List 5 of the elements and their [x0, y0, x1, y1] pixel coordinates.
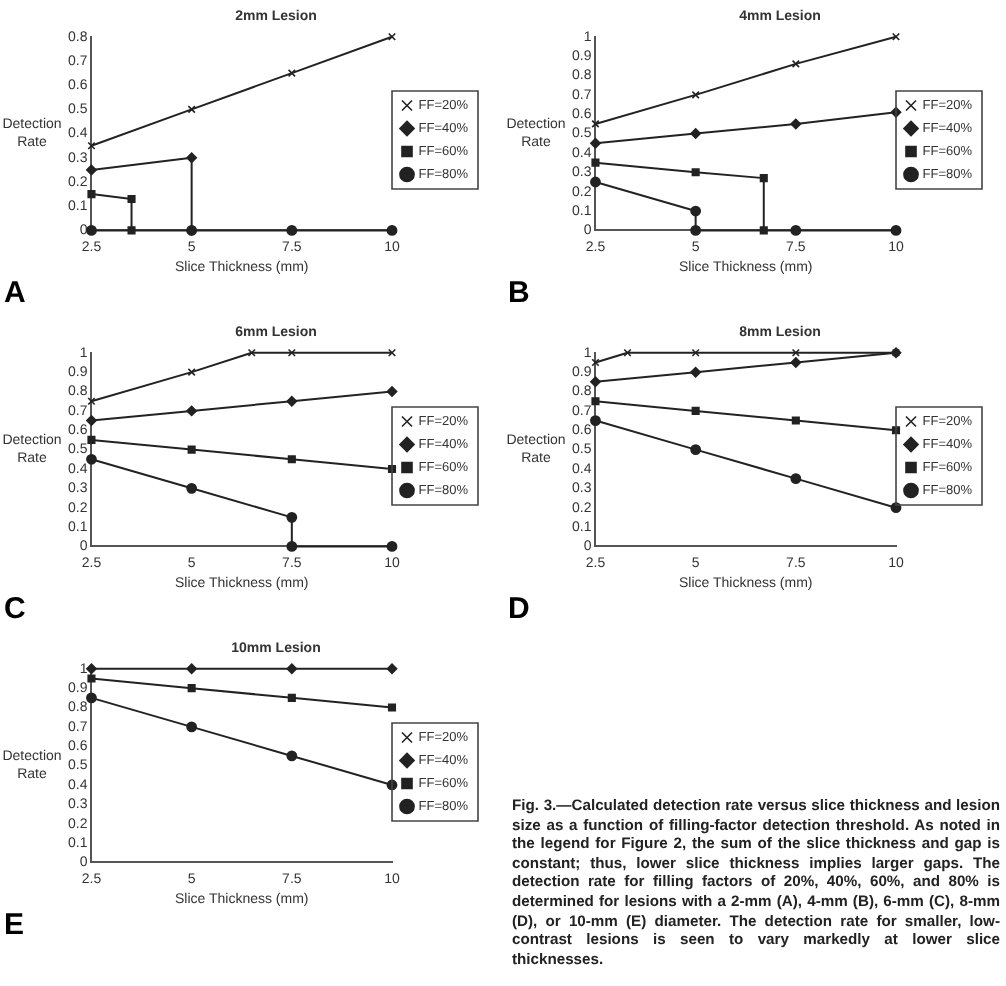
text: E: [4, 908, 27, 944]
text: C: [4, 592, 28, 628]
text: B: [508, 276, 532, 312]
text: D: [508, 592, 532, 628]
text: A: [4, 276, 28, 312]
